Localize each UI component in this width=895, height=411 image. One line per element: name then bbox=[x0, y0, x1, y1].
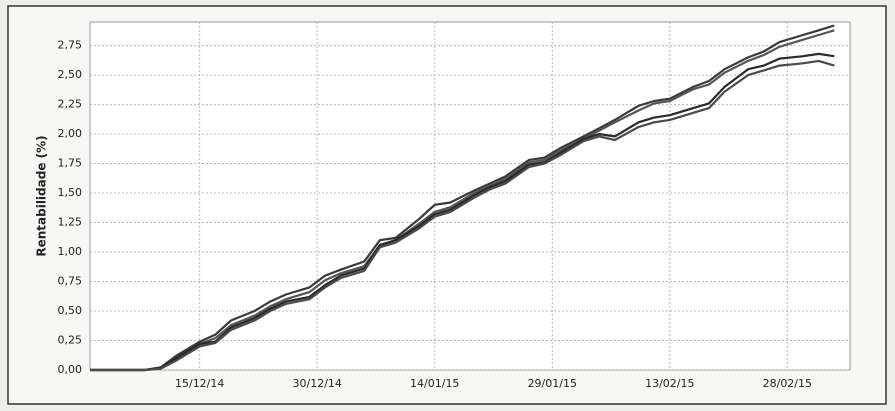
x-tick-label: 29/01/15 bbox=[528, 377, 577, 390]
y-tick-label: 1,00 bbox=[58, 245, 83, 258]
y-tick-label: 0,00 bbox=[58, 363, 83, 376]
y-tick-label: 2,50 bbox=[58, 68, 83, 81]
x-tick-label: 15/12/14 bbox=[175, 377, 224, 390]
series-line bbox=[90, 24, 835, 372]
y-tick-label: 0,25 bbox=[58, 334, 83, 347]
y-tick-label: 1,25 bbox=[58, 216, 83, 229]
y-tick-label: 1,50 bbox=[58, 186, 83, 199]
x-tick-label: 30/12/14 bbox=[293, 377, 342, 390]
y-axis-label: Rentabilidade (%) bbox=[35, 135, 49, 256]
series-line bbox=[90, 52, 835, 372]
y-tick-label: 0,50 bbox=[58, 304, 83, 317]
y-tick-label: 1,75 bbox=[58, 157, 83, 170]
series-line bbox=[90, 59, 835, 372]
y-tick-label: 2,25 bbox=[58, 98, 83, 111]
y-tick-label: 2,00 bbox=[58, 127, 83, 140]
x-tick-label: 28/02/15 bbox=[763, 377, 812, 390]
x-tick-label: 14/01/15 bbox=[410, 377, 459, 390]
y-tick-label: 0,75 bbox=[58, 275, 83, 288]
y-tick-label: 2,75 bbox=[58, 39, 83, 52]
x-tick-label: 13/02/15 bbox=[645, 377, 694, 390]
series-line bbox=[90, 29, 835, 372]
